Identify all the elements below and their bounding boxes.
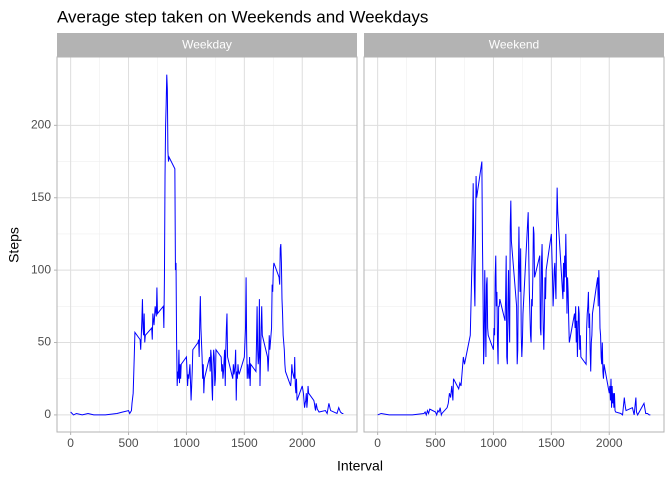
y-tick-label: 50 (38, 335, 52, 349)
data-line (377, 161, 651, 417)
x-tick-label: 1000 (173, 436, 200, 450)
x-tick-label: 1500 (231, 436, 258, 450)
chart-title: Average step taken on Weekends and Weekd… (57, 7, 428, 26)
x-tick-label: 2000 (289, 436, 316, 450)
panel-border (363, 56, 665, 433)
x-tick-label: 2000 (596, 436, 623, 450)
y-tick-label: 150 (31, 190, 51, 204)
x-tick-label: 1500 (538, 436, 565, 450)
y-tick-label: 200 (31, 118, 51, 132)
y-axis-title: Steps (6, 227, 22, 263)
x-tick-label: 1000 (480, 436, 507, 450)
strip (364, 33, 664, 57)
x-axis-title: Interval (337, 458, 383, 474)
strip-label: Weekday (182, 38, 232, 52)
x-tick-label: 500 (119, 436, 139, 450)
data-line (70, 74, 344, 416)
x-tick-label: 0 (67, 436, 74, 450)
y-tick-label: 100 (31, 262, 51, 276)
strip-label: Weekend (489, 38, 539, 52)
x-tick-label: 0 (374, 436, 381, 450)
panel-border (56, 56, 358, 433)
y-tick-label: 0 (44, 407, 51, 421)
strip (57, 33, 357, 57)
x-tick-label: 500 (426, 436, 446, 450)
